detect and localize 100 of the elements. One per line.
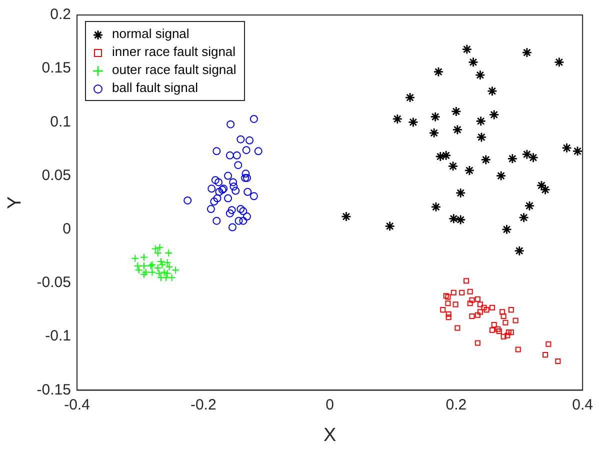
point: [164, 248, 173, 257]
y-axis-title: Y: [4, 196, 26, 209]
point: [464, 165, 475, 176]
legend-label: ball fault signal: [112, 80, 198, 95]
point: [476, 132, 487, 142]
point: [446, 311, 452, 317]
point: [428, 128, 440, 138]
point: [208, 184, 216, 193]
point: [448, 213, 459, 224]
y-tick-label: 0: [62, 220, 71, 238]
y-tick-label: 0.05: [42, 166, 71, 184]
point: [242, 170, 250, 178]
point: [384, 220, 396, 232]
point: [234, 216, 243, 225]
point: [459, 290, 465, 296]
point: [562, 142, 572, 154]
point: [151, 244, 160, 253]
point: [239, 207, 248, 216]
point: [450, 106, 462, 117]
point: [224, 194, 232, 202]
point: [515, 346, 521, 352]
x-axis-title: X: [323, 424, 336, 446]
point: [464, 278, 470, 284]
point: [489, 327, 495, 333]
point: [484, 307, 490, 313]
point: [435, 151, 446, 162]
point: [554, 56, 564, 68]
point: [213, 194, 222, 202]
point: [250, 192, 258, 200]
point: [500, 309, 506, 315]
x-tick-label: 0.4: [572, 396, 594, 414]
point: [232, 186, 240, 195]
point: [408, 117, 418, 128]
y-tick-label: 0.2: [50, 6, 71, 24]
point: [452, 302, 458, 308]
point: [154, 248, 162, 257]
point: [467, 288, 473, 294]
point: [487, 86, 498, 96]
point: [236, 205, 245, 214]
point: [462, 44, 472, 55]
point: [246, 136, 254, 144]
point: [430, 112, 441, 122]
point: [474, 340, 480, 346]
point: [502, 320, 508, 326]
point: [496, 328, 502, 334]
point: [504, 332, 510, 338]
legend-label: inner race fault signal: [112, 44, 236, 59]
point: [430, 202, 442, 212]
point: [477, 302, 483, 308]
point: [572, 146, 583, 156]
point: [226, 151, 234, 160]
point: [392, 114, 403, 124]
point: [454, 325, 460, 331]
point: [481, 304, 487, 310]
point: [210, 198, 218, 206]
point: [140, 253, 148, 262]
point: [212, 147, 221, 156]
point: [440, 307, 446, 313]
point: [214, 178, 223, 186]
x-tick-label: -0.4: [64, 396, 90, 414]
point: [508, 330, 514, 336]
point: [230, 182, 238, 191]
point: [250, 114, 258, 123]
point: [228, 223, 236, 232]
point: [236, 135, 245, 144]
point: [212, 216, 221, 225]
point: [341, 211, 352, 222]
point: [254, 147, 262, 156]
point: [440, 150, 452, 161]
legend-label: normal signal: [112, 26, 190, 41]
point: [239, 216, 248, 225]
x-tick-label: -0.2: [190, 396, 216, 414]
legend-label: outer race fault signal: [112, 62, 236, 77]
point: [488, 109, 500, 120]
point: [512, 318, 518, 324]
point: [156, 244, 164, 252]
point: [445, 300, 451, 306]
point: [476, 116, 486, 126]
point: [446, 314, 452, 320]
point: [226, 209, 234, 218]
y-tick-label: 0.1: [50, 113, 71, 130]
point: [455, 214, 466, 225]
point: [224, 172, 232, 180]
point: [496, 170, 506, 181]
point: [242, 146, 250, 154]
point: [491, 322, 497, 328]
point: [131, 254, 140, 262]
point: [489, 304, 495, 310]
point: [546, 341, 552, 347]
point: [500, 313, 506, 319]
point: [448, 160, 458, 172]
point: [244, 188, 252, 196]
point: [502, 224, 512, 235]
y-tick-label: 0.15: [42, 60, 71, 77]
point: [474, 70, 486, 80]
point: [480, 154, 492, 165]
x-tick-label: 0: [326, 396, 334, 414]
y-tick-label: -0.05: [36, 274, 71, 292]
point: [148, 268, 156, 276]
point: [455, 188, 466, 198]
